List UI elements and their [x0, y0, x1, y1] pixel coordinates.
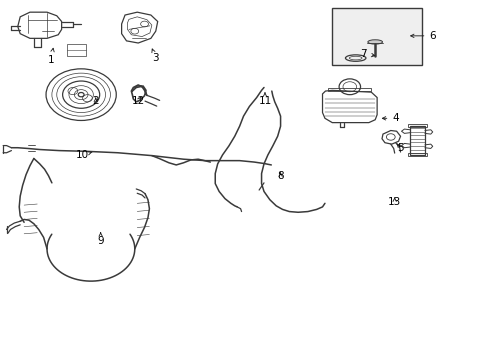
Bar	[331, 8, 422, 65]
Ellipse shape	[367, 40, 382, 44]
Text: 1: 1	[47, 48, 54, 65]
Text: 4: 4	[382, 113, 398, 123]
Text: 6: 6	[410, 31, 435, 41]
Text: 12: 12	[131, 96, 144, 106]
Text: 7: 7	[360, 49, 374, 59]
Text: 9: 9	[97, 233, 104, 246]
Text: 5: 5	[396, 143, 403, 153]
Text: 3: 3	[152, 49, 159, 63]
Text: 2: 2	[92, 96, 99, 106]
Text: 8: 8	[277, 171, 284, 181]
Text: 13: 13	[387, 197, 401, 207]
Text: 10: 10	[76, 150, 92, 160]
Text: 11: 11	[258, 93, 271, 106]
